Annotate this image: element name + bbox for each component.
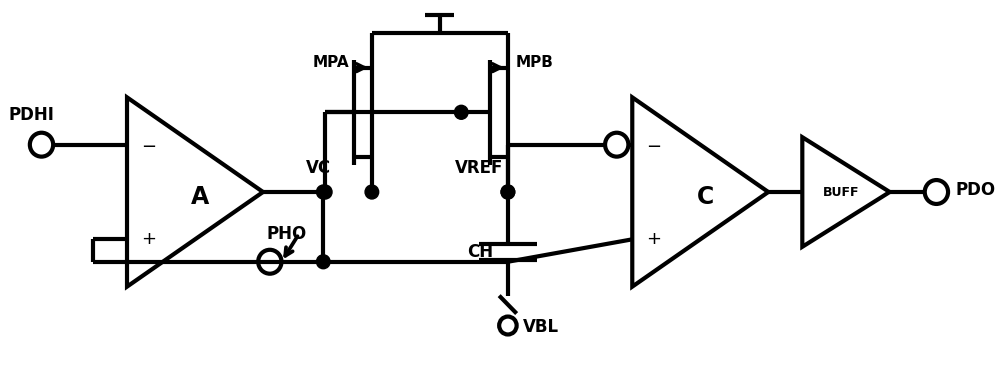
Circle shape [316, 255, 330, 269]
Text: $+$: $+$ [141, 230, 156, 248]
Text: MPA: MPA [313, 55, 350, 70]
Circle shape [316, 185, 330, 199]
Text: PDO: PDO [956, 181, 996, 199]
Circle shape [318, 185, 332, 199]
Text: CH: CH [467, 243, 493, 261]
Text: VBL: VBL [522, 318, 559, 336]
Circle shape [501, 185, 515, 199]
Text: BUFF: BUFF [823, 185, 859, 199]
Text: C: C [697, 185, 714, 209]
Text: $-$: $-$ [646, 136, 661, 154]
Text: A: A [191, 185, 209, 209]
Text: $+$: $+$ [646, 230, 661, 248]
Text: MPB: MPB [516, 55, 554, 70]
Text: $-$: $-$ [141, 136, 156, 154]
Text: VC: VC [306, 159, 331, 177]
Circle shape [365, 185, 379, 199]
Text: VREF: VREF [454, 159, 503, 177]
Text: PDHI: PDHI [8, 106, 54, 124]
Text: PHO: PHO [267, 225, 307, 243]
Circle shape [501, 185, 515, 199]
Circle shape [454, 105, 468, 119]
